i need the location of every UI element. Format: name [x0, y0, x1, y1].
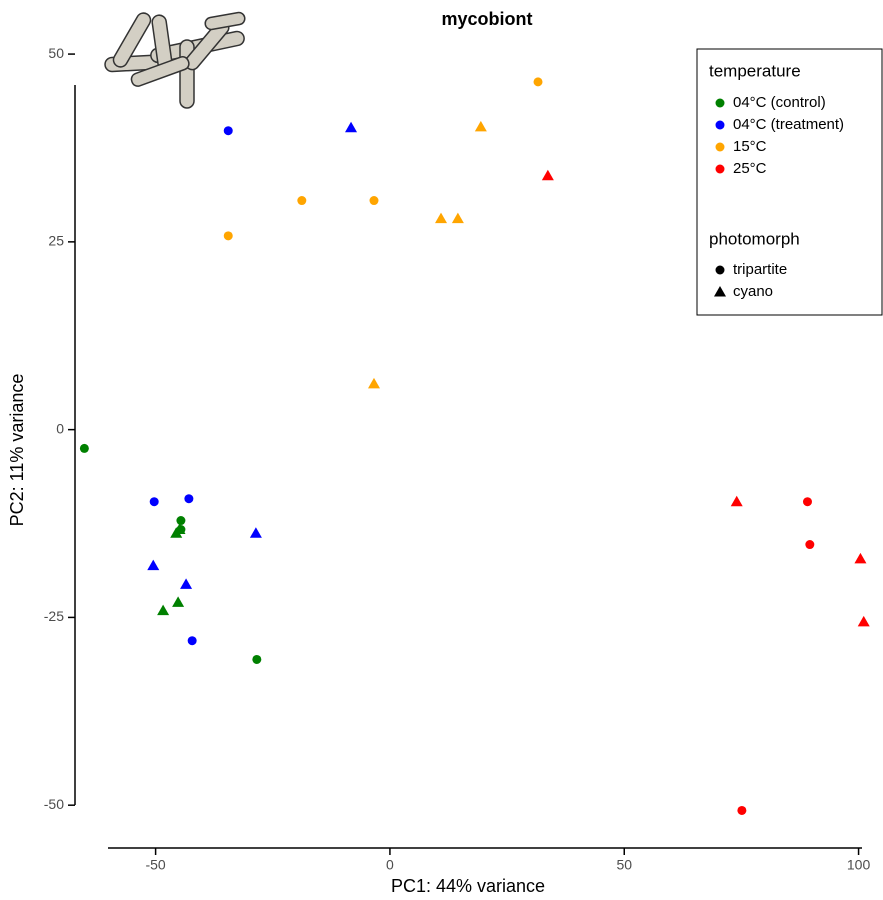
y-axis-title: PC2: 11% variance [7, 374, 27, 527]
point [857, 615, 870, 627]
point [805, 540, 815, 550]
legend-shape [714, 286, 726, 297]
point [730, 495, 743, 507]
legend-swatch [715, 120, 725, 130]
legend-swatch [715, 98, 725, 108]
x-tick-label: 100 [847, 857, 871, 873]
point [223, 126, 233, 136]
x-tick-label: -50 [145, 857, 165, 873]
point [451, 212, 464, 224]
legend-label: 04°C (treatment) [733, 116, 844, 133]
legend-title: temperature [709, 61, 801, 80]
point [737, 805, 747, 815]
point [180, 578, 193, 589]
point [345, 121, 358, 133]
point [79, 443, 89, 453]
point [533, 77, 543, 87]
point [223, 231, 233, 241]
y-tick-label: 50 [48, 45, 64, 61]
point [172, 596, 185, 607]
legend-box [696, 48, 883, 316]
legend-shape [715, 265, 725, 275]
x-tick-label: 0 [386, 857, 394, 873]
shape-legend-title: photomorph [709, 229, 800, 248]
point [157, 604, 170, 616]
point [173, 523, 186, 535]
point [176, 516, 186, 526]
point [187, 636, 197, 646]
legend-label: cyano [733, 283, 773, 300]
y-tick-label: 0 [56, 420, 64, 436]
point [184, 494, 194, 504]
y-tick-label: -50 [44, 796, 64, 812]
legend-label: 04°C (control) [733, 94, 826, 111]
y-tick-label: 25 [48, 233, 64, 249]
legend-label: 15°C [733, 138, 767, 155]
chart-title: mycobiont [441, 9, 532, 29]
point [369, 196, 379, 206]
x-tick-label: 50 [616, 857, 632, 873]
point [474, 120, 487, 132]
legend-swatch [715, 164, 725, 174]
y-tick-label: -25 [44, 608, 64, 624]
point [854, 552, 867, 564]
point [149, 497, 159, 507]
hyphae-icon [104, 11, 246, 109]
legend-label: tripartite [733, 261, 787, 278]
x-axis-title: PC1: 44% variance [391, 876, 545, 896]
point [297, 196, 307, 206]
point [802, 497, 812, 507]
point [435, 212, 448, 224]
point [252, 654, 262, 664]
point [249, 527, 262, 538]
legend-label: 25°C [733, 160, 767, 177]
point [541, 169, 554, 181]
point [147, 559, 160, 571]
point [367, 377, 380, 389]
legend-swatch [715, 142, 725, 152]
